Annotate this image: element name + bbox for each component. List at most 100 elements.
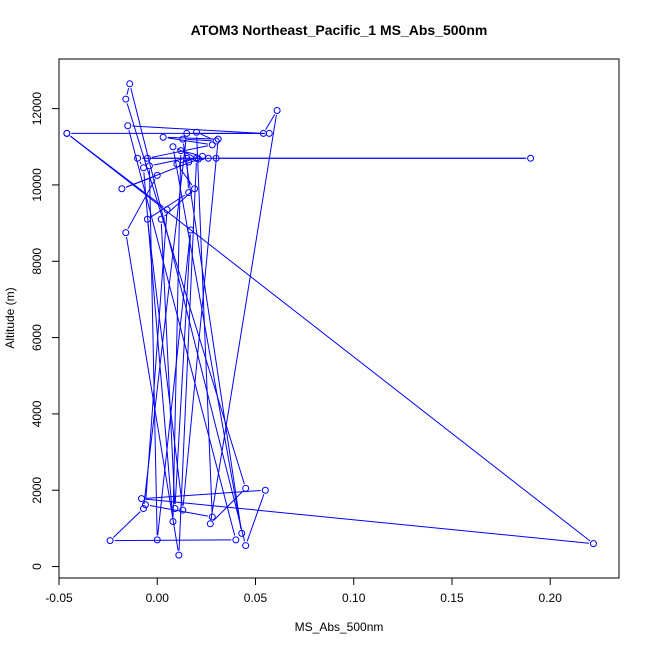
data-point <box>187 226 195 234</box>
series-segment <box>114 539 232 542</box>
series-segment <box>167 136 214 140</box>
x-axis-label: MS_Abs_500nm <box>295 620 384 634</box>
data-point <box>208 513 216 521</box>
data-point <box>134 154 142 162</box>
series-segment <box>153 158 183 166</box>
data-point <box>163 206 171 214</box>
data-point <box>212 137 220 145</box>
series-segment <box>145 498 590 544</box>
series-segment <box>182 143 219 506</box>
data-point <box>173 160 181 168</box>
series-segment <box>147 223 183 506</box>
data-point <box>208 141 216 149</box>
data-point <box>206 520 214 528</box>
data-point <box>169 143 177 151</box>
data-point <box>171 505 179 513</box>
series-segment <box>210 114 277 520</box>
x-tick-label: 0.00 <box>146 591 170 605</box>
series-segment <box>213 491 243 521</box>
y-tick-label: 2000 <box>30 477 44 504</box>
y-tick-label: 0 <box>30 563 44 570</box>
series-segment <box>187 138 212 142</box>
series-segment <box>130 88 246 542</box>
series-segment <box>185 151 199 156</box>
data-point <box>138 495 146 503</box>
series-segment <box>127 179 156 229</box>
series-segment <box>174 234 191 505</box>
data-point <box>261 486 269 494</box>
data-point <box>106 537 114 545</box>
data-point <box>191 185 199 193</box>
data-point <box>139 164 147 172</box>
data-point <box>242 542 250 550</box>
series-segment <box>151 145 208 158</box>
x-tick-label: 0.20 <box>539 591 563 605</box>
series-segment <box>186 162 189 189</box>
series-segment <box>176 148 195 158</box>
data-point <box>179 135 187 143</box>
data-point <box>139 505 147 513</box>
series-segment <box>70 135 164 208</box>
y-tick-label: 10000 <box>30 168 44 202</box>
data-point <box>242 484 250 492</box>
data-point <box>212 154 220 162</box>
x-tick-label: 0.15 <box>440 591 464 605</box>
data-point <box>527 154 535 162</box>
data-point <box>175 551 183 559</box>
data-point <box>141 501 149 509</box>
series-segment <box>179 167 193 186</box>
data-point <box>126 80 134 88</box>
data-point <box>183 154 191 162</box>
series-segment <box>173 151 242 530</box>
series-segment <box>148 170 158 536</box>
y-axis-label: Altitude (m) <box>3 287 17 348</box>
chart-title: ATOM3 Northeast_Pacific_1 MS_Abs_500nm <box>191 22 488 38</box>
y-axis: 0 2000 4000 6000 8000 10000 12000 <box>30 92 60 570</box>
data-point <box>143 154 151 162</box>
x-axis: -0.05 0.00 0.05 0.10 0.15 0.20 <box>45 577 563 605</box>
data-point <box>118 185 126 193</box>
series-segment <box>128 130 236 536</box>
series-segment <box>246 494 265 542</box>
y-tick-label: 4000 <box>30 400 44 427</box>
series-segment <box>139 161 142 165</box>
series-segment <box>145 214 168 501</box>
data-point <box>124 122 132 130</box>
x-tick-label: 0.10 <box>342 591 366 605</box>
series-segment <box>160 223 176 505</box>
series-segment <box>70 135 591 542</box>
data-point <box>153 536 161 544</box>
series-segment <box>149 505 208 517</box>
data-point <box>185 189 193 197</box>
data-point <box>232 536 240 544</box>
series-segment <box>126 88 130 95</box>
x-tick-label: 0.05 <box>244 591 268 605</box>
series-segment <box>157 234 191 536</box>
data-point <box>143 215 151 223</box>
data-point <box>185 158 193 166</box>
data-point <box>273 107 281 115</box>
series-segment <box>265 114 276 130</box>
data-point <box>63 129 71 137</box>
data-point <box>177 147 185 155</box>
series-segment <box>112 511 141 538</box>
series-segment <box>145 490 261 499</box>
y-tick-label: 12000 <box>30 92 44 126</box>
data-point <box>238 529 246 537</box>
data-point <box>265 129 273 137</box>
data-point <box>122 229 130 237</box>
series-layer <box>63 80 597 559</box>
series-segment <box>172 155 182 518</box>
data-point <box>157 215 165 223</box>
data-point <box>183 129 191 137</box>
series-segment <box>200 133 213 140</box>
x-tick-label: -0.05 <box>45 591 73 605</box>
series-segment <box>126 236 179 551</box>
data-point <box>589 540 597 548</box>
data-point <box>204 154 212 162</box>
series-segment <box>125 176 154 188</box>
y-tick-label: 8000 <box>30 248 44 275</box>
series-segment <box>167 137 208 145</box>
data-point <box>122 95 130 103</box>
